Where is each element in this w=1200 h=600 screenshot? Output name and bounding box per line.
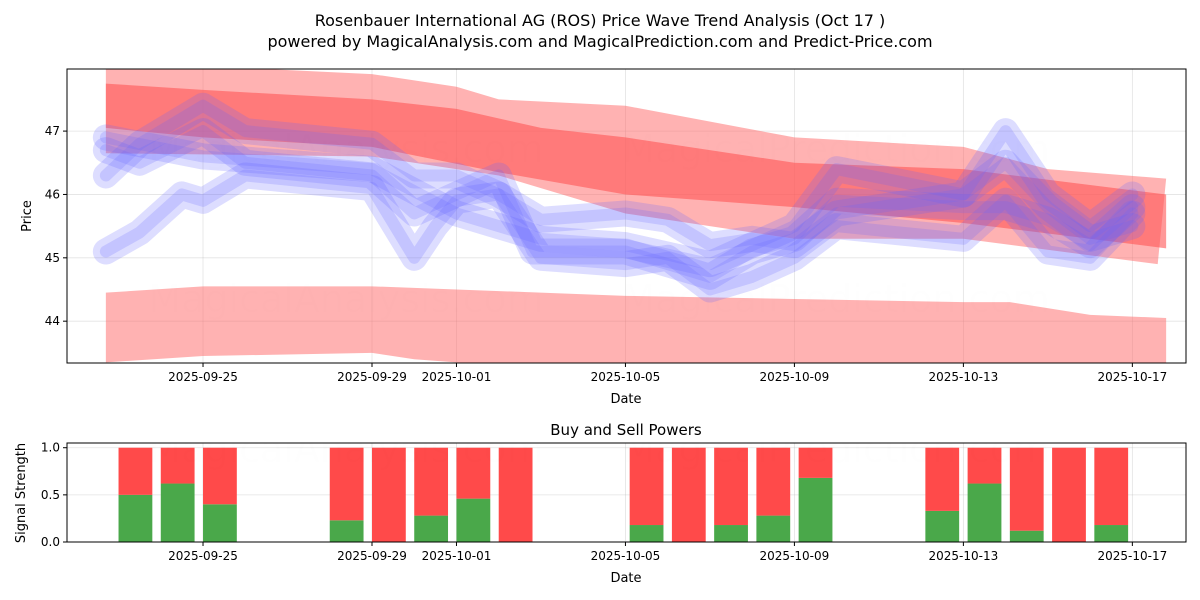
bottom-ylabel: Signal Strength: [14, 443, 29, 543]
sell-bar: [967, 447, 1002, 484]
watermark-text: MagicalAnalysis.com: [148, 277, 543, 321]
top-ylabel: Price: [20, 200, 35, 232]
x-tick-label: 2025-10-09: [760, 370, 830, 384]
buy-bar: [160, 483, 195, 542]
buy-bar: [714, 525, 748, 542]
x-tick-label: 2025-10-01: [422, 370, 492, 384]
red-band-lower: [105, 286, 1167, 363]
buy-bar: [798, 477, 833, 542]
buy-bar: [925, 510, 960, 542]
buy-bar: [203, 504, 237, 542]
plot-frame: [66, 442, 1187, 543]
sell-bar: [329, 447, 364, 521]
x-tick-label: 2025-10-13: [929, 370, 999, 384]
y-tick-label: 47: [45, 124, 60, 138]
watermark-text: MagicalPrediction.com: [622, 127, 1050, 171]
chart-title-line2: powered by MagicalAnalysis.com and Magic…: [267, 32, 932, 51]
blue-wave-inner: [99, 131, 1139, 271]
sell-bar: [671, 447, 706, 542]
chart-title-line1: Rosenbauer International AG (ROS) Price …: [315, 11, 886, 30]
bottom-title: Buy and Sell Powers: [550, 421, 702, 439]
x-tick-label: 2025-09-25: [168, 370, 238, 384]
x-tick-label: 2025-10-13: [929, 549, 999, 563]
buy-bar: [629, 525, 664, 542]
y-tick-label: 46: [45, 187, 60, 201]
buy-bar: [967, 483, 1002, 542]
sell-bar: [1052, 447, 1086, 542]
sell-bar: [414, 447, 449, 516]
signal-plot: 2025-09-25 2025-09-29 2025-10-01 2025-10-05…: [41, 427, 1187, 563]
sell-bar: [371, 447, 406, 542]
sell-bar: [1094, 447, 1129, 526]
blue-wave-outer: [92, 118, 1146, 290]
sell-bar: [629, 447, 664, 526]
blue-wave-outer: [92, 162, 1146, 303]
sell-bar: [498, 447, 533, 542]
y-tick-label: 0.5: [41, 488, 60, 502]
x-tick-label: 2025-10-05: [591, 370, 661, 384]
plot-content: MagicalAnalysis.com MagicalPrediction.com…: [92, 69, 1167, 363]
sell-bar: [160, 447, 195, 484]
y-tick-label: 44: [45, 314, 60, 328]
buy-bar: [756, 515, 791, 542]
sell-bar: [203, 447, 237, 505]
plot-content: MagicalAnalysis.com MagicalPrediction.com: [118, 427, 1129, 542]
buy-bar: [456, 498, 491, 542]
price-plot: 2025-09-25 2025-09-29 2025-10-01 2025-10-05…: [45, 68, 1187, 384]
plot-frame: [66, 68, 1187, 364]
y-tick-label: 45: [45, 251, 60, 265]
sell-bar: [118, 447, 153, 495]
x-tick-label: 2025-09-29: [337, 549, 407, 563]
sell-bar: [456, 447, 491, 499]
x-tick-label: 2025-10-05: [591, 549, 661, 563]
y-tick-label: 1.0: [41, 441, 60, 455]
blue-wave-outer: [92, 92, 1146, 259]
x-tick-label: 2025-09-25: [168, 549, 238, 563]
bottom-xlabel: Date: [610, 571, 641, 586]
x-tick-label: 2025-10-01: [422, 549, 492, 563]
blue-wave-inner: [99, 125, 1139, 283]
sell-bar: [925, 447, 960, 511]
buy-bar: [414, 515, 449, 542]
y-tick-label: 0.0: [41, 535, 60, 549]
buy-bar: [1094, 525, 1129, 542]
buy-bar: [329, 520, 364, 542]
sell-bar: [714, 447, 748, 526]
top-xlabel: Date: [610, 392, 641, 407]
blue-wave-outer: [92, 124, 1146, 278]
blue-wave-inner: [99, 169, 1139, 296]
watermark-text: MagicalAnalysis.com: [148, 127, 543, 171]
x-tick-label: 2025-10-09: [760, 549, 830, 563]
sell-bar: [1009, 447, 1044, 531]
watermark-text: MagicalPrediction.com: [622, 277, 1050, 321]
x-tick-label: 2025-10-17: [1097, 370, 1167, 384]
red-band-upper-inner: [105, 83, 1167, 249]
x-tick-label: 2025-10-17: [1097, 549, 1167, 563]
watermark-text: MagicalAnalysis.com: [148, 427, 543, 471]
buy-bar: [118, 494, 153, 542]
x-tick-label: 2025-09-29: [337, 370, 407, 384]
blue-wave-inner: [99, 99, 1139, 252]
sell-bar: [756, 447, 791, 516]
buy-bar: [1009, 530, 1044, 542]
sell-bar: [798, 447, 833, 478]
